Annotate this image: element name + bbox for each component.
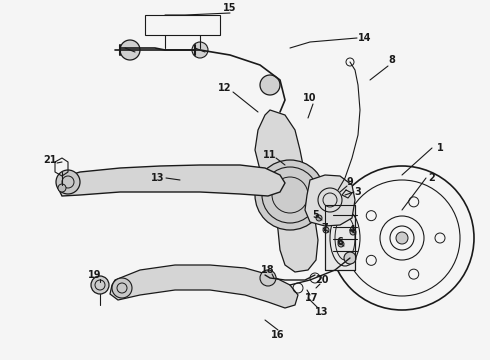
Circle shape [56,170,80,194]
Circle shape [338,241,344,247]
Text: 9: 9 [346,177,353,187]
Text: 14: 14 [358,33,372,43]
Polygon shape [58,165,285,196]
Text: 15: 15 [223,3,237,13]
Circle shape [58,184,66,192]
Circle shape [91,276,109,294]
Circle shape [255,160,325,230]
Text: 3: 3 [355,187,361,197]
Text: 4: 4 [348,225,355,235]
Text: 16: 16 [271,330,285,340]
Text: 18: 18 [261,265,275,275]
Text: 7: 7 [321,223,328,233]
Circle shape [323,227,329,233]
Circle shape [112,278,132,298]
Text: 21: 21 [43,155,57,165]
Circle shape [344,252,356,264]
Text: 11: 11 [263,150,277,160]
Circle shape [396,232,408,244]
Text: 1: 1 [437,143,443,153]
Text: 17: 17 [305,293,319,303]
Text: 13: 13 [315,307,329,317]
Circle shape [260,270,276,286]
Text: 13: 13 [151,173,165,183]
Polygon shape [110,265,298,308]
Text: 8: 8 [389,55,395,65]
Circle shape [260,75,280,95]
Text: 19: 19 [88,270,102,280]
Circle shape [316,215,322,221]
Text: 5: 5 [313,210,319,220]
Circle shape [350,229,356,235]
Text: 20: 20 [315,275,329,285]
Text: 2: 2 [429,173,436,183]
Polygon shape [255,110,318,272]
Text: 12: 12 [218,83,232,93]
Circle shape [192,42,208,58]
Polygon shape [305,175,355,226]
Circle shape [120,40,140,60]
Text: 6: 6 [337,237,343,247]
FancyBboxPatch shape [325,205,355,270]
Text: 10: 10 [303,93,317,103]
